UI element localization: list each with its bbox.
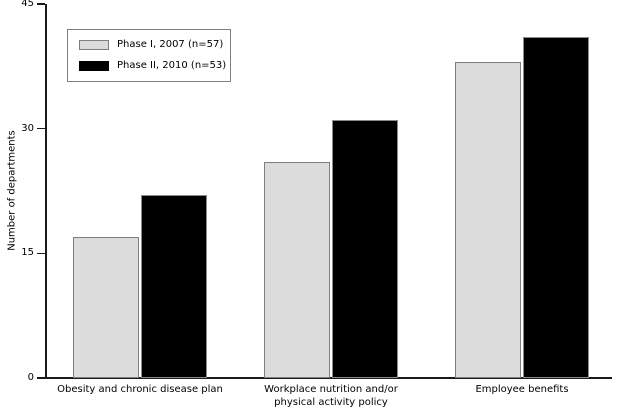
y-axis-line [45,4,47,378]
y-axis-tick-label: 45 [21,0,34,9]
y-axis-tick-label: 15 [21,247,34,259]
x-axis-category-label: Obesity and chronic disease plan [57,384,223,395]
y-axis-tick [37,3,45,5]
legend: Phase I, 2007 (n=57) Phase II, 2010 (n=53… [67,29,231,82]
bar-phase-ii-group-1 [141,195,207,378]
legend-item: Phase II, 2010 (n=53) [79,60,230,72]
legend-swatch-phase-i [79,40,109,50]
bar-phase-i-group-3 [455,62,521,378]
y-axis-tick [37,252,45,255]
bar-phase-ii-group-2 [332,120,398,378]
y-axis-tick-label: 0 [27,372,34,383]
y-axis-tick [37,127,45,130]
legend-item: Phase I, 2007 (n=57) [79,39,230,51]
x-axis-category-label: Employee benefits [475,384,569,395]
y-axis-tick-label: 30 [21,122,34,134]
y-axis-tick [37,377,45,379]
bar-phase-ii-group-3 [523,37,589,378]
y-axis-title: Number of departments [6,130,18,251]
bar-phase-i-group-2 [264,161,330,378]
x-axis-category-label: Workplace nutrition and/or physical acti… [264,384,398,408]
legend-label: Phase I, 2007 (n=57) [117,39,224,50]
legend-swatch-phase-ii [79,61,109,71]
legend-label: Phase II, 2010 (n=53) [117,60,227,71]
bar-phase-i-group-1 [73,236,139,378]
